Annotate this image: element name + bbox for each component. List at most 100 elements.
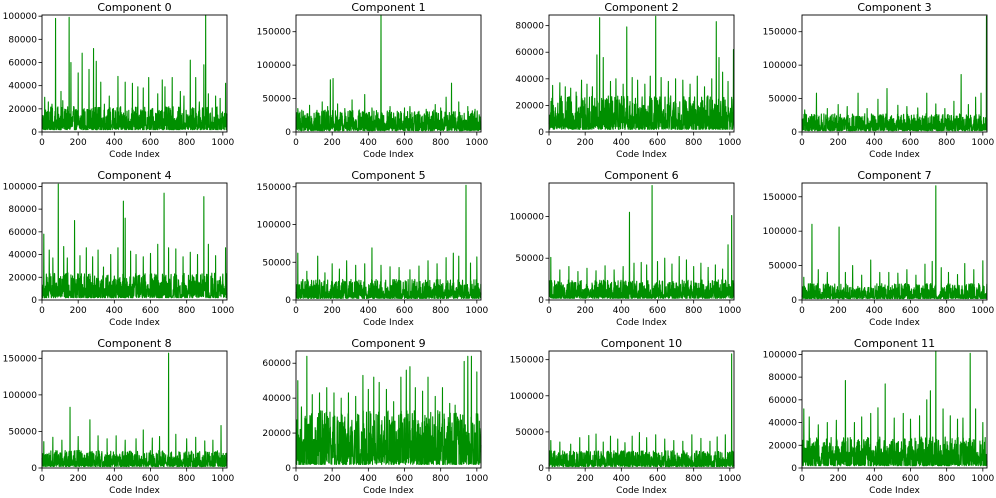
x-tick-label: 200 [577, 138, 594, 148]
chart-panel: 0 200 400 600 800 1000 0 50000 100000 150000 Compo… [763, 1, 995, 160]
x-tick-label: 800 [685, 138, 702, 148]
y-tick-label: 20000 [8, 105, 37, 115]
y-tick-label: 150000 [763, 193, 798, 203]
x-tick-label: 400 [866, 138, 883, 148]
y-tick-label: 80000 [515, 22, 544, 32]
y-tick-label: 0 [538, 296, 544, 306]
x-tick-label: 400 [360, 138, 377, 148]
x-tick-label: 400 [866, 306, 883, 316]
x-tick-label: 600 [649, 306, 666, 316]
y-tick-label: 50000 [768, 95, 797, 105]
x-tick-label: 1000 [211, 306, 234, 316]
x-tick-label: 200 [70, 306, 87, 316]
x-tick-label: 400 [866, 474, 883, 484]
y-tick-label: 0 [538, 464, 544, 474]
series-line [41, 14, 228, 131]
y-tick-label: 100000 [3, 182, 38, 192]
chart-panel: 0 200 400 600 800 1000 0 50000 100000 150000 Compo… [257, 1, 489, 160]
chart-title: Component 10 [601, 337, 682, 350]
x-tick-label: 1000 [465, 306, 488, 316]
y-tick-label: 20000 [768, 441, 797, 451]
plot-frame [801, 350, 988, 469]
plot-frame [801, 14, 988, 133]
x-tick-label: 0 [546, 474, 552, 484]
x-tick-label: 800 [432, 474, 449, 484]
x-tick-label: 600 [142, 474, 159, 484]
y-tick-label: 50000 [262, 258, 291, 268]
y-tick-label: 0 [31, 464, 37, 474]
series-line [548, 184, 735, 299]
x-tick-label: 800 [178, 138, 195, 148]
y-tick-label: 20000 [515, 101, 544, 111]
y-tick-label: 80000 [768, 373, 797, 383]
x-tick-label: 600 [142, 306, 159, 316]
x-tick-label: 800 [938, 474, 955, 484]
y-tick-label: 40000 [768, 419, 797, 429]
x-tick-label: 0 [293, 138, 299, 148]
y-tick-label: 0 [285, 296, 291, 306]
y-tick-label: 0 [791, 296, 797, 306]
y-tick-label: 0 [31, 128, 37, 138]
chart-title: Component 9 [351, 337, 425, 350]
y-tick-label: 150000 [257, 28, 292, 38]
series-line [41, 352, 228, 468]
x-axis-label: Code Index [869, 486, 920, 496]
x-tick-label: 0 [799, 306, 805, 316]
y-tick-label: 50000 [8, 427, 37, 437]
y-tick-label: 0 [285, 128, 291, 138]
y-tick-label: 40000 [515, 75, 544, 85]
y-tick-label: 100000 [763, 350, 798, 360]
chart-title: Component 2 [604, 1, 678, 14]
plot-frame [801, 182, 988, 301]
x-tick-label: 0 [293, 474, 299, 484]
x-tick-label: 0 [546, 138, 552, 148]
y-tick-label: 60000 [8, 58, 37, 68]
x-axis-label: Code Index [109, 150, 160, 160]
x-tick-label: 0 [39, 138, 45, 148]
plot-frame [41, 350, 228, 469]
x-tick-label: 1000 [718, 138, 741, 148]
x-tick-label: 200 [70, 474, 87, 484]
plot-frame [295, 14, 482, 133]
x-tick-label: 0 [799, 474, 805, 484]
y-tick-label: 150000 [257, 183, 292, 193]
x-tick-label: 200 [830, 306, 847, 316]
chart-title: Component 7 [857, 169, 931, 182]
series-line [548, 353, 735, 468]
y-tick-label: 100000 [257, 221, 292, 231]
y-tick-label: 0 [538, 128, 544, 138]
x-tick-label: 400 [360, 474, 377, 484]
x-axis-label: Code Index [869, 150, 920, 160]
x-axis-label: Code Index [109, 486, 160, 496]
x-tick-label: 400 [106, 138, 123, 148]
y-tick-label: 100000 [763, 61, 798, 71]
plot-frame [295, 182, 482, 301]
x-tick-label: 400 [106, 474, 123, 484]
x-tick-label: 0 [39, 474, 45, 484]
y-tick-label: 50000 [515, 254, 544, 264]
x-tick-label: 600 [649, 474, 666, 484]
y-tick-label: 100000 [510, 392, 545, 402]
y-tick-label: 100000 [510, 212, 545, 222]
x-tick-label: 600 [396, 306, 413, 316]
x-tick-label: 400 [613, 474, 630, 484]
plot-frame [548, 182, 735, 301]
x-tick-label: 600 [142, 138, 159, 148]
series-line [548, 15, 735, 130]
x-tick-label: 200 [830, 474, 847, 484]
x-tick-label: 1000 [465, 474, 488, 484]
x-tick-label: 400 [360, 306, 377, 316]
x-axis-label: Code Index [616, 318, 667, 328]
series-line [801, 185, 988, 300]
x-tick-label: 400 [106, 306, 123, 316]
x-tick-label: 800 [178, 306, 195, 316]
chart-title: Component 5 [351, 169, 425, 182]
x-tick-label: 0 [799, 138, 805, 148]
x-axis-label: Code Index [363, 318, 414, 328]
x-tick-label: 800 [938, 138, 955, 148]
x-axis-label: Code Index [616, 486, 667, 496]
y-tick-label: 60000 [8, 228, 37, 238]
x-tick-label: 1000 [465, 138, 488, 148]
y-tick-label: 150000 [763, 28, 798, 38]
y-tick-label: 100000 [763, 227, 798, 237]
